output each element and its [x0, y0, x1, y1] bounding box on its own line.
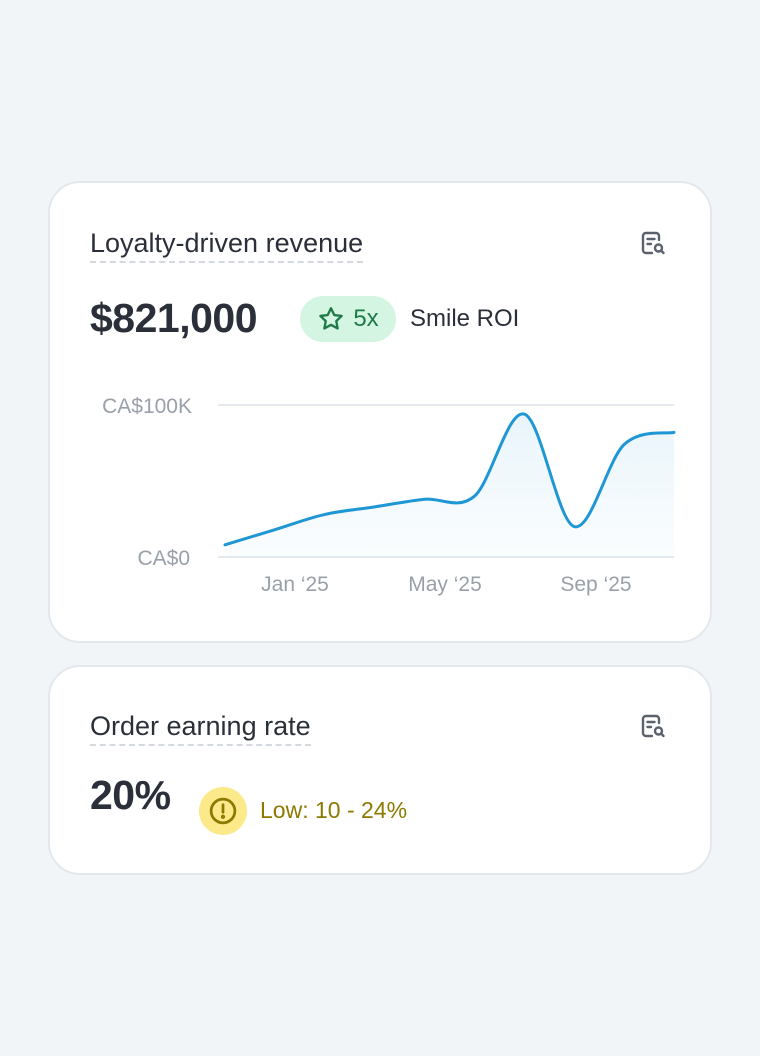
- revenue-area: [225, 413, 674, 557]
- roi-badge: 5x: [300, 296, 396, 342]
- y-tick-label: CA$0: [137, 547, 190, 570]
- earning-rate-status: Low: 10 - 24%: [260, 797, 408, 823]
- revenue-value: $821,000: [90, 295, 258, 341]
- x-tick-label: Jan ‘25: [261, 573, 329, 596]
- revenue-line: [223, 412, 676, 547]
- document-search-icon[interactable]: [636, 709, 670, 743]
- card-title[interactable]: Order earning rate: [90, 711, 311, 746]
- x-tick-label: May ‘25: [408, 573, 482, 596]
- revenue-chart: CA$100K CA$0 Jan ‘25 May ‘25 Sep ‘25: [102, 395, 676, 596]
- alert-circle-icon: [199, 787, 247, 835]
- document-search-icon[interactable]: [636, 226, 670, 260]
- y-tick-label: CA$100K: [102, 395, 192, 418]
- star-icon: [317, 305, 345, 333]
- roi-multiplier: 5x: [353, 305, 379, 332]
- earning-rate-value: 20%: [90, 772, 171, 818]
- card-title[interactable]: Loyalty-driven revenue: [90, 228, 364, 263]
- roi-label: Smile ROI: [410, 305, 520, 332]
- order-earning-rate-card: Order earning rate 20% Low: 10 - 24%: [48, 665, 712, 875]
- x-tick-label: Sep ‘25: [560, 573, 631, 596]
- loyalty-revenue-card: Loyalty-driven revenue $821,000 5x Smile…: [48, 181, 712, 643]
